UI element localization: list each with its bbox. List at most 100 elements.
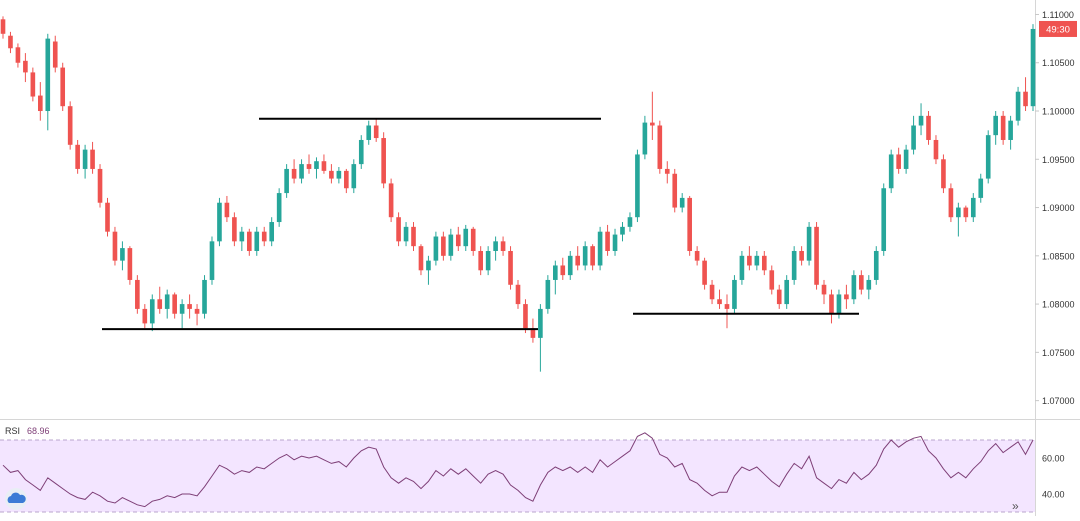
candle-down xyxy=(926,115,931,140)
candle-up xyxy=(784,279,790,305)
candle-up xyxy=(269,222,275,242)
rsi-tick-label: 60.00 xyxy=(1042,454,1065,464)
candle-down xyxy=(418,246,424,271)
candle-down xyxy=(709,284,715,300)
candle-up xyxy=(918,115,924,126)
candle-down xyxy=(38,95,43,112)
candle-up xyxy=(970,197,976,218)
price-tick-label: 1.07000 xyxy=(1042,396,1075,406)
candle-up xyxy=(642,122,648,155)
candle-down xyxy=(396,217,401,242)
candle-up xyxy=(851,275,857,300)
candle-up xyxy=(679,197,685,208)
rsi-band xyxy=(0,440,1035,512)
candle-down xyxy=(194,308,200,314)
candle-up xyxy=(881,188,887,251)
candle-up xyxy=(202,279,207,314)
candle-up xyxy=(956,207,961,218)
cloud-icon xyxy=(7,492,26,503)
candle-up xyxy=(403,226,409,242)
price-tick-label: 1.07500 xyxy=(1042,348,1075,358)
chevron-double-right-icon[interactable]: » xyxy=(1012,499,1019,513)
candle-up xyxy=(597,231,603,266)
candle-up xyxy=(485,250,491,271)
candle-up xyxy=(276,193,282,223)
candle-down xyxy=(605,231,610,251)
candle-up xyxy=(836,294,842,314)
candle-down xyxy=(105,202,110,232)
candle-up xyxy=(463,228,469,247)
candle-down xyxy=(829,294,834,314)
rsi-value-label: 68.96 xyxy=(27,426,50,436)
candle-down xyxy=(590,246,595,266)
candle-down xyxy=(933,139,939,160)
candle-up xyxy=(179,304,185,314)
price-tick-label: 1.08000 xyxy=(1042,300,1075,310)
candle-up xyxy=(627,217,633,227)
candle-down xyxy=(896,154,901,169)
candle-down xyxy=(23,60,28,73)
candle-up xyxy=(120,248,125,261)
candle-down xyxy=(75,144,80,169)
candle-down xyxy=(97,168,103,203)
candle-down xyxy=(717,299,722,305)
candle-up xyxy=(254,231,260,251)
candle-up xyxy=(806,226,812,261)
candle-down xyxy=(246,231,252,251)
candle-down xyxy=(381,138,386,184)
candle-up xyxy=(754,255,760,266)
rsi-tick-label: 40.00 xyxy=(1042,490,1065,500)
candle-up xyxy=(1030,28,1036,107)
candle-up xyxy=(209,241,215,280)
candle-down xyxy=(388,183,394,218)
candle-up xyxy=(1015,91,1021,121)
candle-up xyxy=(582,246,588,266)
candle-up xyxy=(567,255,573,276)
candle-up xyxy=(791,250,797,280)
candle-down xyxy=(441,236,446,256)
candle-up xyxy=(545,279,551,309)
candle-down xyxy=(52,41,58,68)
candle-up xyxy=(888,154,894,189)
candle-down xyxy=(30,72,36,97)
candle-down xyxy=(500,241,506,251)
candle-up xyxy=(620,226,625,235)
candle-up xyxy=(903,149,909,169)
candle-down xyxy=(373,125,379,139)
candle-down xyxy=(799,250,804,261)
candle-up xyxy=(1008,120,1013,140)
countdown-badge xyxy=(1039,20,1077,37)
rsi-label: RSI xyxy=(5,426,20,436)
candle-down xyxy=(470,228,476,251)
candle-down xyxy=(941,159,946,189)
candle-down xyxy=(769,270,775,290)
price-tick-label: 1.08500 xyxy=(1042,251,1075,261)
candle-down xyxy=(157,299,163,309)
candle-up xyxy=(299,164,304,179)
candle-down xyxy=(329,170,334,179)
candle-down xyxy=(821,284,827,295)
candle-down xyxy=(291,168,297,179)
candle-down xyxy=(455,234,461,247)
candle-up xyxy=(553,265,558,280)
candle-down xyxy=(15,47,21,63)
candle-down xyxy=(747,255,752,266)
rsi-line xyxy=(2,432,1034,508)
candle-up xyxy=(314,161,319,169)
candle-up xyxy=(985,135,991,179)
candle-up xyxy=(351,164,357,189)
candle-down xyxy=(650,122,655,126)
candle-down xyxy=(814,226,819,285)
candle-up xyxy=(978,178,984,198)
candle-up xyxy=(873,250,879,280)
candle-down xyxy=(761,255,767,271)
candle-up xyxy=(336,170,342,179)
countdown-label: 49:30 xyxy=(1046,24,1070,35)
candle-up xyxy=(433,236,439,261)
candle-down xyxy=(664,168,670,174)
candle-down xyxy=(90,149,95,169)
candle-down xyxy=(187,304,192,309)
candle-up xyxy=(239,231,245,242)
